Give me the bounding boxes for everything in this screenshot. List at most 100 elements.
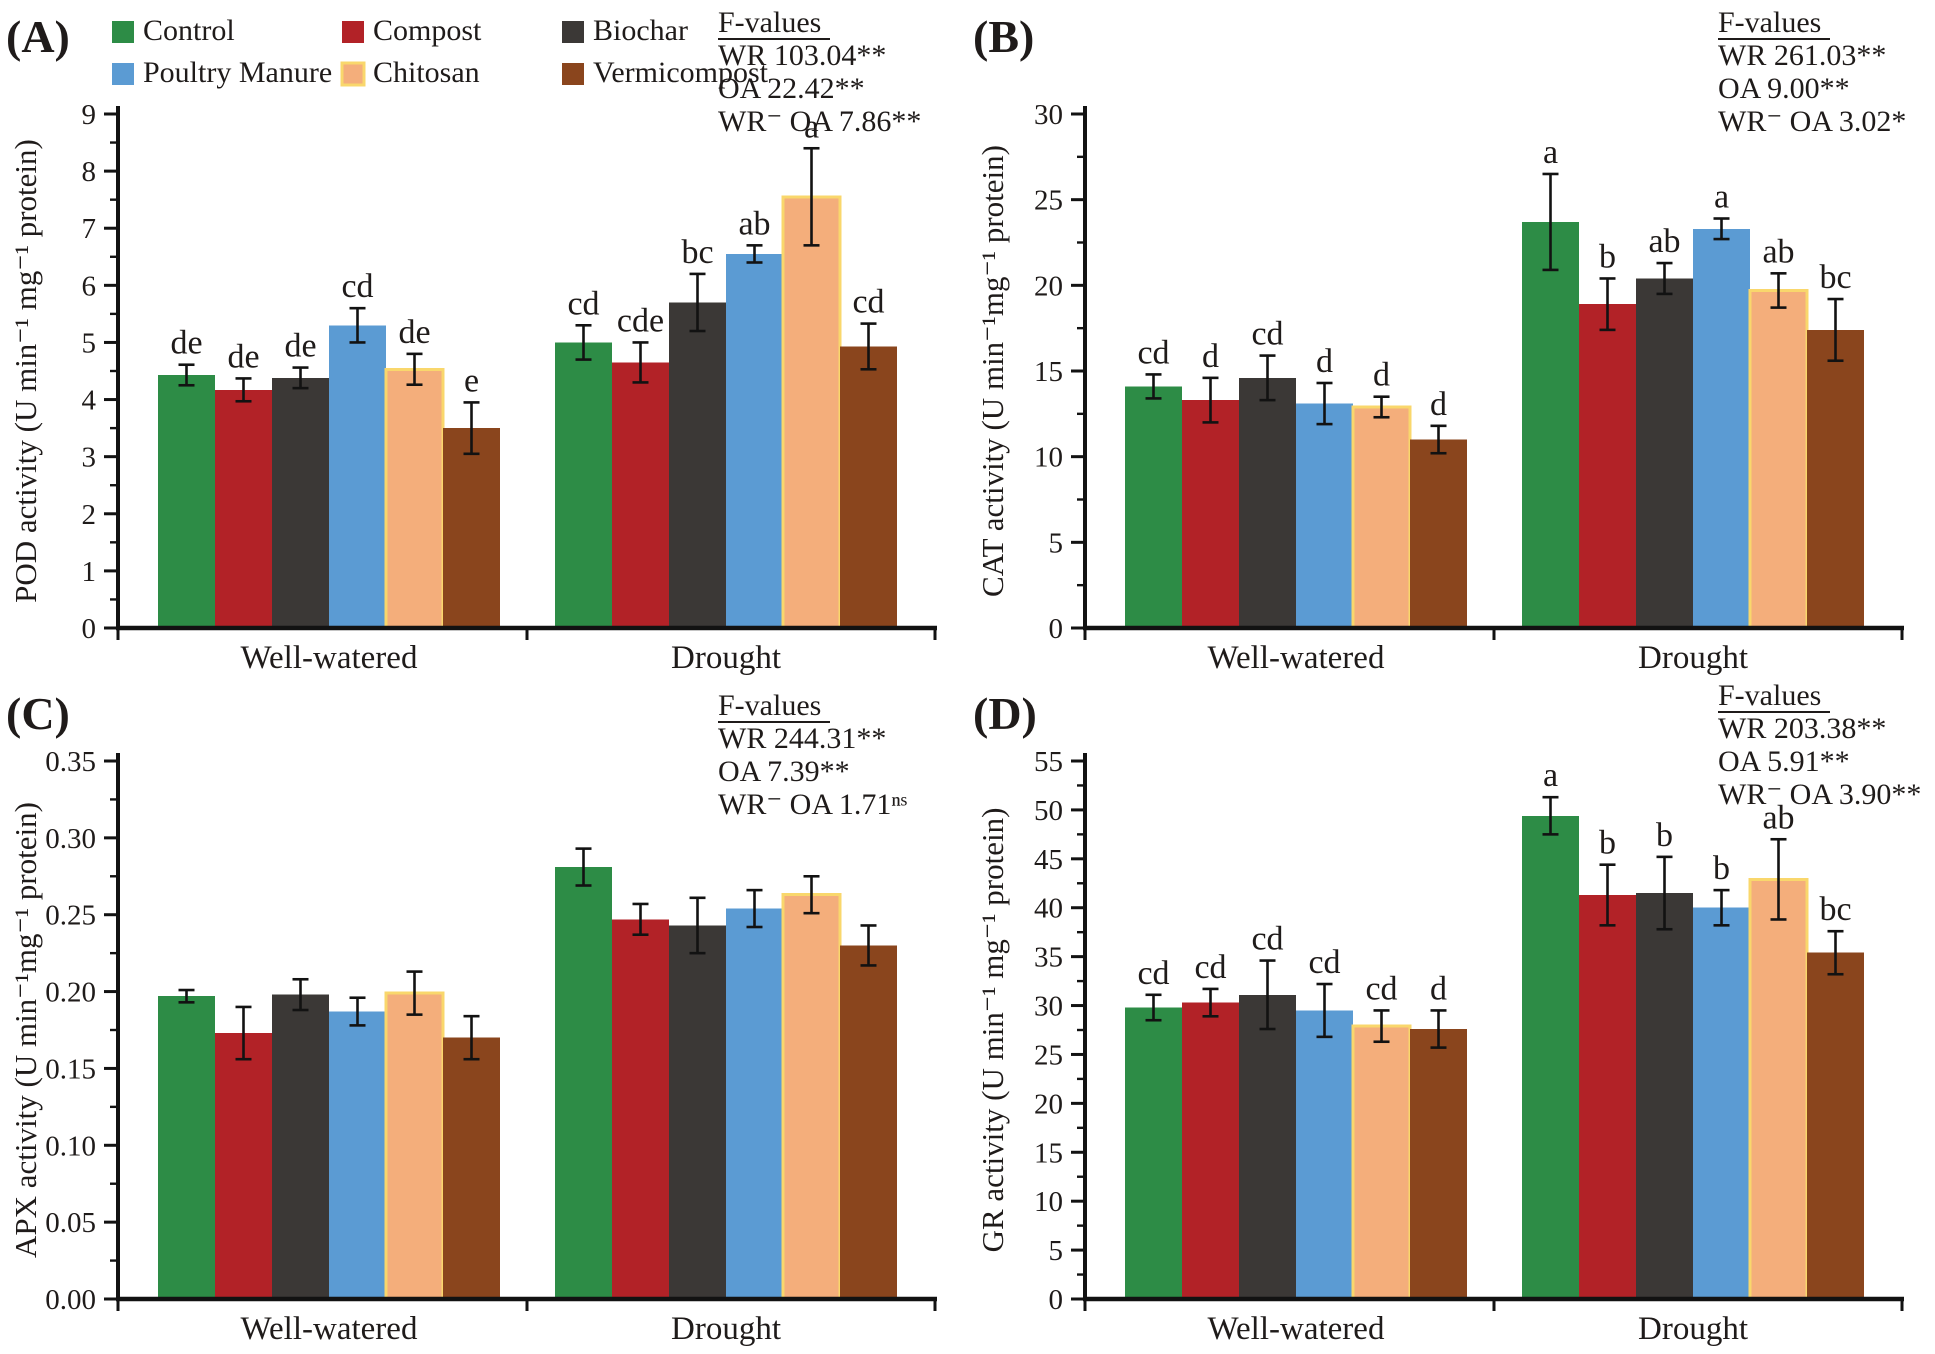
f-values-title: F-values	[718, 689, 821, 722]
bar-control-well-watered	[1125, 1007, 1182, 1299]
x-group-label-well-watered: Well-watered	[241, 640, 418, 676]
bar-compost-drought	[1579, 304, 1636, 628]
bar-vermicompost-drought	[840, 346, 897, 628]
bar-chitosan-well-watered	[1351, 1024, 1412, 1301]
bar-control-drought	[1522, 221, 1579, 628]
panel-c: 0.00 0.05 0.10 0.15 0.20 0.25 0.30 0.35 Well-wat…	[0, 677, 967, 1354]
sig-letter-biochar-drought: b	[1656, 817, 1673, 854]
legend-swatch-poultry-manure	[112, 63, 134, 85]
bar-chitosan-well-watered	[1351, 405, 1412, 630]
y-tick-label: 0.05	[45, 1207, 96, 1239]
sig-letter-vermicompost-drought: cd	[852, 284, 884, 321]
bar-compost-drought	[612, 362, 669, 628]
sig-letter-compost-well-watered: de	[227, 338, 259, 375]
sig-letter-compost-drought: cde	[617, 302, 664, 339]
bar-chitosan-drought	[781, 195, 842, 630]
x-group-label-well-watered: Well-watered	[1208, 640, 1385, 676]
legend-swatch-vermicompost	[562, 63, 584, 85]
y-tick-label: 6	[82, 270, 97, 302]
bar-poultry-manure-well-watered	[1296, 1010, 1353, 1299]
bar-poultry-manure-drought	[1693, 228, 1750, 629]
y-tick-label: 25	[1034, 1039, 1063, 1071]
bar-poultry-manure-well-watered	[329, 1011, 386, 1299]
f-values-line-3: WR⁻ OA 7.86**	[718, 105, 921, 138]
sig-letter-compost-drought: b	[1599, 825, 1616, 862]
legend-label-biochar: Biochar	[593, 14, 688, 47]
bar-vermicompost-drought	[1807, 329, 1864, 628]
panel-d: cd cd cd cd cd d a b b b ab bc 0 5 10 15 20 25 30 35 40 45 50 5…	[967, 677, 1935, 1354]
x-group-label-drought: Drought	[671, 640, 781, 676]
legend-swatch-compost	[342, 21, 364, 43]
y-tick-label: 45	[1034, 844, 1063, 876]
sig-letter-compost-drought: b	[1599, 238, 1616, 275]
y-tick-label: 55	[1034, 746, 1063, 778]
y-tick-label: 0	[1049, 613, 1064, 645]
sig-letter-control-drought: a	[1543, 757, 1558, 794]
bar-vermicompost-well-watered	[443, 428, 500, 628]
y-axis-title: POD activity (U min⁻¹ mg⁻¹ protein)	[8, 139, 43, 603]
f-values-line-1: WR 244.31**	[718, 722, 886, 755]
f-values-title: F-values	[1718, 679, 1821, 712]
bar-chitosan-well-watered	[384, 367, 445, 630]
panel-b: cd d cd d d d a b ab a ab bc 0 5 10 15 20 25 30 Well-watere…	[967, 0, 1935, 677]
x-group-label-drought: Drought	[671, 1311, 781, 1347]
f-values-title: F-values	[1718, 6, 1821, 39]
sig-letter-vermicompost-well-watered: e	[464, 362, 479, 399]
sig-letter-biochar-drought: ab	[1648, 223, 1680, 260]
sig-letter-control-well-watered: cd	[1137, 334, 1169, 371]
f-values-line-2: OA 22.42**	[718, 72, 865, 105]
y-axis-title: GR activity (U min⁻¹ mg⁻¹ protein)	[975, 808, 1010, 1253]
legend-swatch-chitosan	[340, 61, 366, 87]
y-tick-label: 0.25	[45, 900, 96, 932]
sig-letter-biochar-drought: bc	[681, 234, 713, 271]
y-tick-label: 15	[1034, 1137, 1063, 1169]
sig-letter-poultry-manure-drought: ab	[738, 205, 770, 242]
bar-control-drought	[555, 342, 612, 628]
y-tick-label: 30	[1034, 991, 1063, 1023]
y-tick-label: 0.35	[45, 746, 96, 778]
f-values-line-1: WR 261.03**	[1718, 39, 1886, 72]
bar-vermicompost-well-watered	[1410, 439, 1467, 628]
sig-letter-vermicompost-well-watered: d	[1430, 970, 1447, 1007]
bar-compost-well-watered	[215, 1033, 272, 1299]
sig-letter-chitosan-drought: a	[804, 108, 819, 145]
sig-letter-chitosan-well-watered: cd	[1365, 970, 1397, 1007]
bar-compost-drought	[612, 919, 669, 1299]
bar-biochar-well-watered	[1239, 994, 1296, 1299]
chart--c-: 0.00 0.05 0.10 0.15 0.20 0.25 0.30 0.35 Well-wat…	[6, 688, 937, 1347]
y-tick-label: 1	[82, 556, 97, 588]
sig-letter-chitosan-drought: ab	[1762, 233, 1794, 270]
x-group-label-well-watered: Well-watered	[1208, 1311, 1385, 1347]
bar-chitosan-well-watered	[384, 991, 445, 1301]
y-axis-title: APX activity (U min⁻¹mg⁻¹ protein)	[8, 802, 43, 1258]
legend-label-control: Control	[143, 14, 235, 47]
y-tick-label: 10	[1034, 442, 1063, 474]
sig-letter-poultry-manure-drought: a	[1714, 179, 1729, 216]
bar-biochar-drought	[669, 302, 726, 628]
sig-letter-control-well-watered: cd	[1137, 955, 1169, 992]
legend-label-chitosan: Chitosan	[373, 56, 480, 89]
y-tick-label: 50	[1034, 795, 1063, 827]
bar-vermicompost-well-watered	[443, 1037, 500, 1299]
bar-control-drought	[555, 867, 612, 1299]
sig-letter-vermicompost-drought: bc	[1819, 259, 1851, 296]
sig-letter-poultry-manure-drought: b	[1713, 850, 1730, 887]
panel-letter--b-: (B)	[973, 11, 1034, 62]
y-tick-label: 3	[82, 442, 97, 474]
y-tick-label: 0	[1049, 1284, 1064, 1316]
panel-letter--d-: (D)	[973, 688, 1037, 739]
sig-letter-biochar-well-watered: cd	[1251, 316, 1283, 353]
y-tick-label: 2	[82, 499, 97, 531]
bar-biochar-drought	[669, 925, 726, 1299]
bar-poultry-manure-drought	[1693, 907, 1750, 1299]
y-tick-label: 25	[1034, 185, 1063, 217]
sig-letter-compost-well-watered: d	[1202, 338, 1219, 375]
f-values-title: F-values	[718, 6, 821, 39]
bar-vermicompost-drought	[1807, 952, 1864, 1299]
y-tick-label: 10	[1034, 1186, 1063, 1218]
bar-poultry-manure-drought	[726, 253, 783, 628]
y-axis-title: CAT activity (U min⁻¹mg⁻¹ protein)	[975, 145, 1010, 597]
